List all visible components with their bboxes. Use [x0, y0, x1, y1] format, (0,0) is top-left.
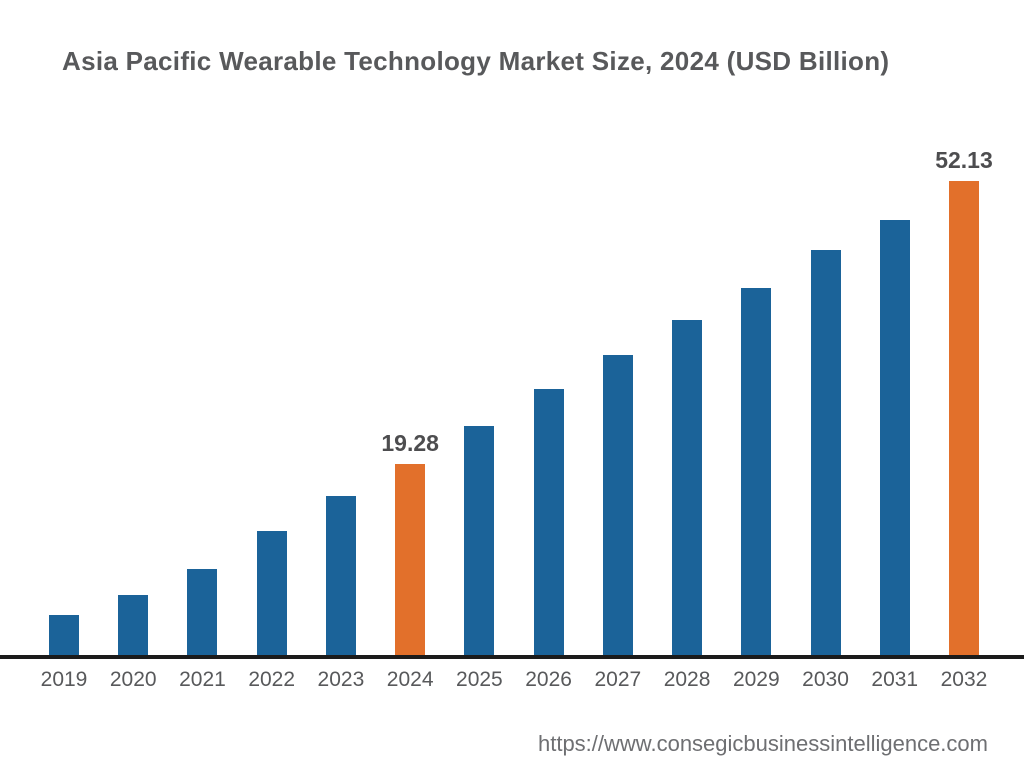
x-tick-2031: 2031 [871, 668, 919, 691]
x-tick-2027: 2027 [594, 668, 642, 691]
x-tick-2021: 2021 [179, 668, 226, 691]
bar-2029 [741, 288, 772, 655]
bar-2024 [395, 464, 426, 655]
bar-2028 [672, 320, 703, 655]
bar-2023 [325, 496, 356, 655]
bar-2019 [49, 615, 79, 655]
x-tick-2026: 2026 [525, 668, 572, 691]
x-axis-line [0, 655, 1024, 659]
bar-2022 [256, 531, 287, 655]
data-label-2032: 52.13 [935, 147, 993, 173]
x-tick-2028: 2028 [663, 668, 711, 691]
bar-2030 [810, 250, 841, 655]
chart-title: Asia Pacific Wearable Technology Market … [62, 46, 890, 76]
bar-2032 [948, 181, 979, 655]
x-tick-2024: 2024 [386, 668, 434, 691]
x-tick-2030: 2030 [802, 668, 849, 691]
bar-2027 [602, 355, 633, 655]
x-tick-2023: 2023 [317, 668, 365, 691]
x-tick-2019: 2019 [40, 668, 88, 691]
bar-2031 [879, 220, 910, 655]
bar-2025 [464, 426, 495, 655]
bar-2026 [533, 389, 564, 655]
x-tick-2020: 2020 [109, 668, 157, 691]
data-label-2024: 19.28 [381, 430, 439, 456]
bar-2020 [118, 595, 149, 655]
x-tick-2022: 2022 [248, 668, 296, 691]
x-tick-2032: 2032 [940, 668, 988, 691]
x-tick-2025: 2025 [456, 668, 503, 691]
bar-2021 [187, 569, 218, 655]
x-tick-2029: 2029 [732, 668, 780, 691]
source-url: https://www.consegicbusinessintelligence… [537, 731, 988, 756]
